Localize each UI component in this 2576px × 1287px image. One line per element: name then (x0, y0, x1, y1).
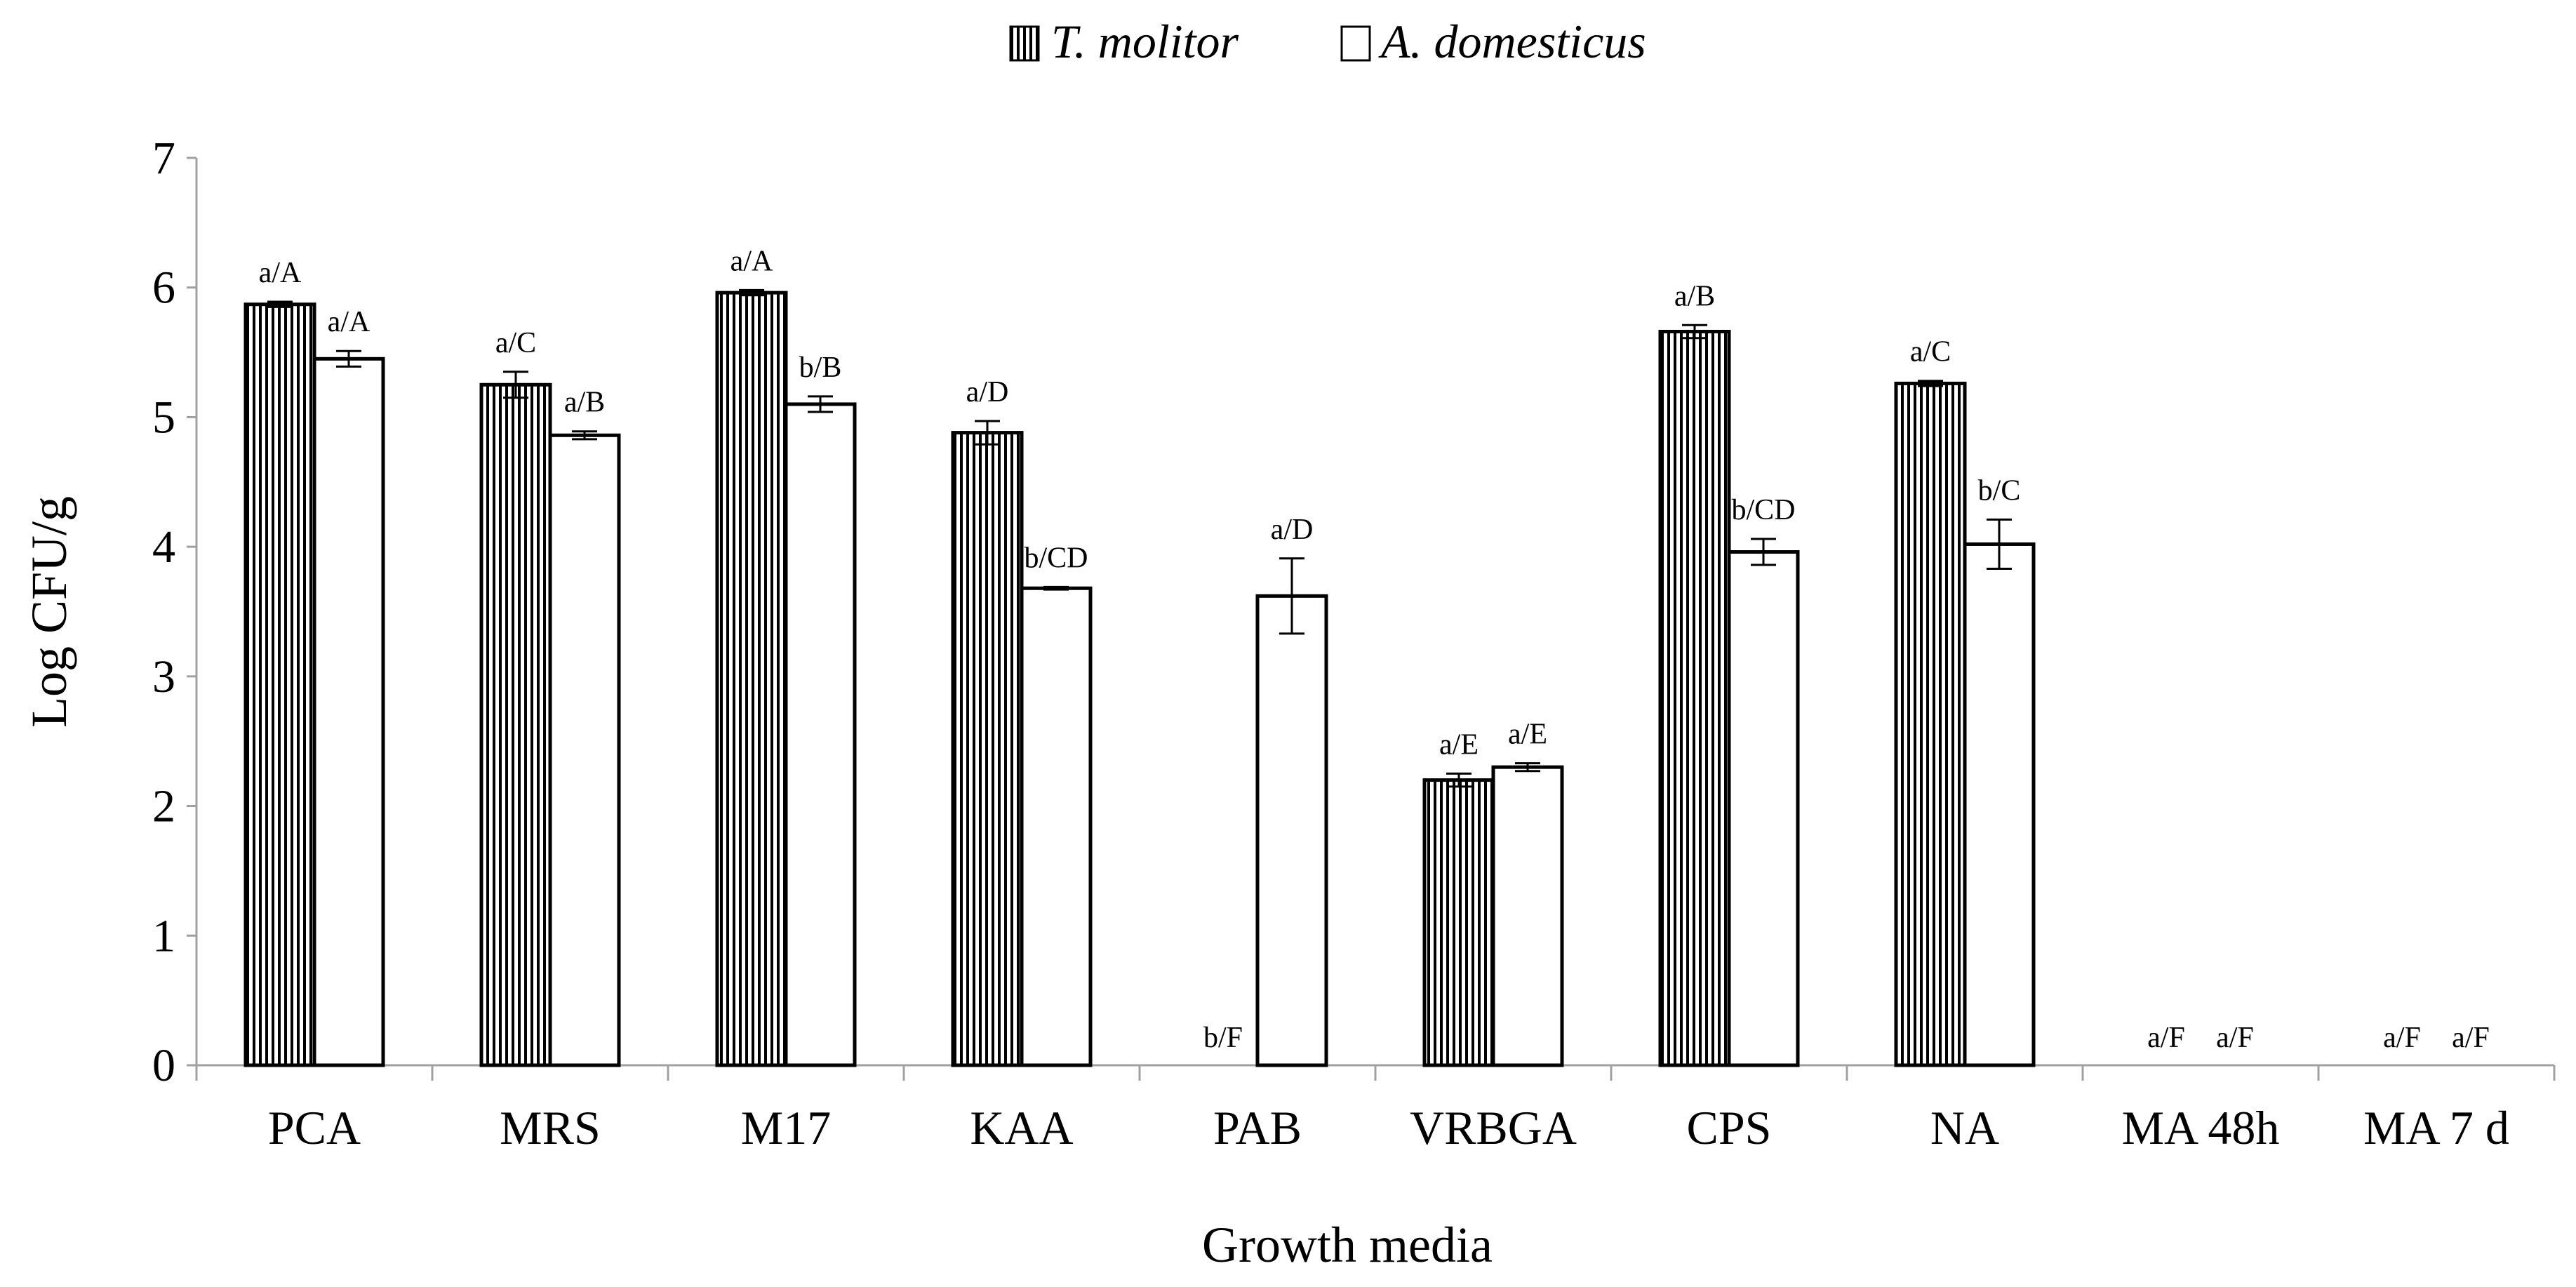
bar-t-molitor-pca (243, 302, 316, 1067)
label-t-molitor-pab: b/F (1203, 1022, 1243, 1054)
label-t-molitor-na: a/C (1910, 336, 1951, 368)
label-a-domesticus-ma-48h: a/F (2216, 1022, 2254, 1054)
y-tick-label: 3 (152, 651, 175, 702)
bar-a-domesticus-mrs (548, 433, 621, 1067)
error-bar-t-molitor-mrs (503, 371, 528, 399)
bar-a-domesticus-kaa (1020, 586, 1093, 1067)
label-a-domesticus-mrs: a/B (564, 387, 605, 419)
bar-a-domesticus-na (1963, 542, 2036, 1067)
error-bar-a-domesticus-pab (1279, 557, 1304, 635)
label-t-molitor-ma-48h: a/F (2147, 1022, 2185, 1054)
label-t-molitor-cps: a/B (1674, 280, 1715, 312)
x-tick-label-mrs: MRS (500, 1101, 601, 1154)
bar-t-molitor-mrs (479, 382, 552, 1067)
label-t-molitor-m17: a/A (730, 245, 773, 277)
bar-t-molitor-cps (1658, 330, 1731, 1067)
x-axis-title: Growth media (1202, 1217, 1493, 1273)
legend-swatch-a-domesticus (1340, 25, 1371, 62)
error-bar-a-domesticus-kaa (1043, 585, 1069, 591)
significance-labels: a/A a/C a/A a/D b/F a/E a/B a/C a/F a/F a/A a/B b/B b… (259, 245, 2490, 1054)
label-t-molitor-kaa: a/D (966, 376, 1009, 408)
x-tick-label-cps: CPS (1687, 1101, 1772, 1154)
x-tick-label-ma-7-d: MA 7 d (2363, 1101, 2509, 1154)
y-tick-label: 6 (152, 262, 175, 314)
x-tick-label-pca: PCA (268, 1101, 361, 1154)
bar-t-molitor-m17 (715, 291, 788, 1067)
y-tick-label: 0 (152, 1040, 175, 1091)
label-a-domesticus-pab: a/D (1271, 514, 1314, 546)
legend: T. molitor A. domesticus (1009, 15, 1646, 68)
x-tick-label-kaa: KAA (970, 1101, 1073, 1154)
error-bar-t-molitor-pca (267, 300, 293, 308)
error-bar-a-domesticus-na (1987, 518, 2012, 571)
x-tick-label-vrbga: VRBGA (1410, 1101, 1577, 1154)
bar-a-domesticus-vrbga (1491, 765, 1564, 1067)
label-a-domesticus-cps: b/CD (1731, 494, 1795, 526)
bar-t-molitor-kaa (951, 431, 1024, 1067)
error-bar-t-molitor-cps (1682, 324, 1707, 340)
label-t-molitor-ma-7-d: a/F (2383, 1022, 2421, 1054)
error-bar-a-domesticus-pca (336, 349, 361, 368)
error-bars (267, 288, 2012, 788)
error-bar-t-molitor-m17 (739, 288, 764, 297)
label-a-domesticus-vrbga: a/E (1508, 719, 1547, 751)
y-tick-label: 5 (152, 392, 175, 443)
y-axis: 0 1 2 3 4 5 6 7 (152, 133, 198, 1091)
legend-item-a-domesticus: A. domesticus (1340, 15, 1646, 68)
bars (243, 291, 2036, 1067)
x-tick-label-m17: M17 (741, 1101, 831, 1154)
bar-t-molitor-na (1894, 381, 1967, 1067)
label-a-domesticus-pca: a/A (328, 306, 371, 338)
error-bar-t-molitor-vrbga (1446, 772, 1471, 788)
bar-a-domesticus-pab (1255, 594, 1328, 1067)
bar-a-domesticus-pca (312, 356, 385, 1067)
bar-a-domesticus-m17 (784, 402, 857, 1067)
bar-t-molitor-vrbga (1422, 778, 1495, 1067)
legend-label-a-domesticus: A. domesticus (1378, 15, 1646, 68)
error-bar-t-molitor-na (1918, 380, 1943, 387)
error-bar-a-domesticus-m17 (808, 395, 833, 413)
label-t-molitor-vrbga: a/E (1439, 728, 1479, 761)
x-tick-label-ma-48h: MA 48h (2122, 1101, 2280, 1154)
label-a-domesticus-m17: b/B (799, 352, 842, 384)
error-bar-t-molitor-kaa (975, 420, 1000, 446)
legend-swatch-t-molitor (1009, 25, 1040, 62)
legend-label-t-molitor: T. molitor (1051, 15, 1239, 68)
bar-a-domesticus-cps (1727, 550, 1800, 1067)
label-a-domesticus-na: b/C (1978, 474, 2021, 507)
y-tick-label: 1 (152, 910, 175, 961)
y-tick-label: 7 (152, 133, 175, 184)
y-tick-label: 2 (152, 781, 175, 832)
error-bar-a-domesticus-cps (1751, 538, 1776, 566)
error-bar-a-domesticus-mrs (572, 430, 597, 441)
y-axis-title: Log CFU/g (21, 496, 77, 728)
error-bar-a-domesticus-vrbga (1515, 762, 1540, 773)
label-t-molitor-pca: a/A (259, 257, 302, 289)
y-tick-label: 4 (152, 521, 175, 573)
label-a-domesticus-ma-7-d: a/F (2452, 1022, 2490, 1054)
x-tick-label-na: NA (1930, 1101, 1999, 1154)
x-axis: PCA MRS M17 KAA PAB VRBGA CPS NA MA 48h MA 7 d (195, 1064, 2556, 1154)
legend-item-t-molitor: T. molitor (1009, 15, 1239, 68)
x-tick-label-pab: PAB (1213, 1101, 1302, 1154)
label-a-domesticus-kaa: b/CD (1024, 542, 1088, 574)
label-t-molitor-mrs: a/C (495, 327, 536, 359)
